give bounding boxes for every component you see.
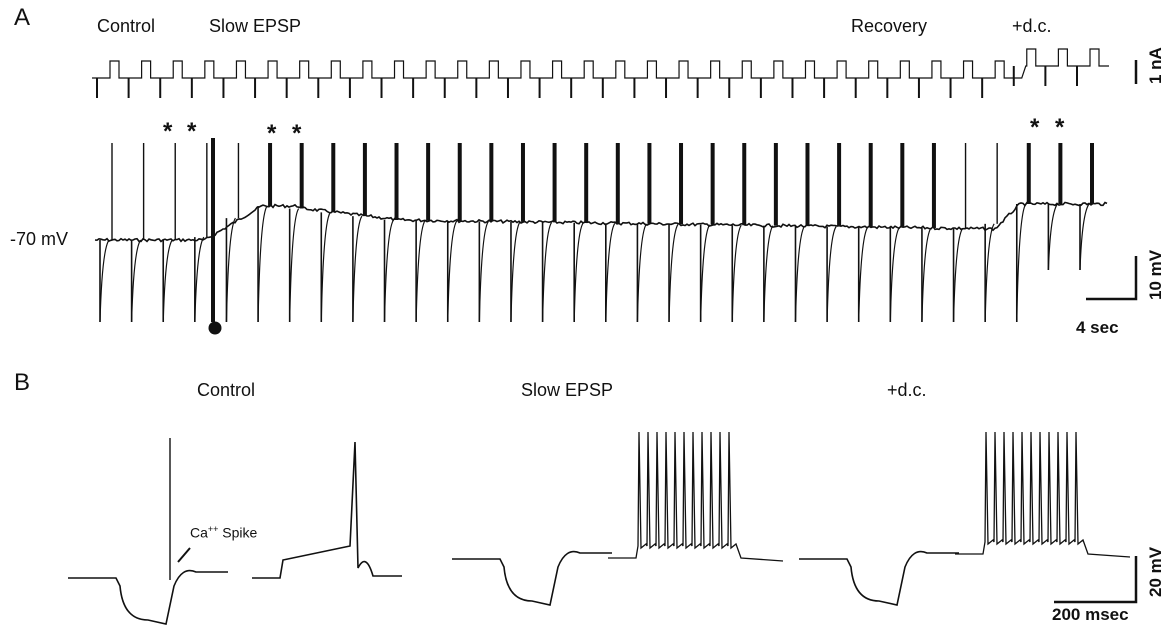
panel-a-slow-epsp-label: Slow EPSP bbox=[209, 16, 302, 36]
rebound-curve bbox=[889, 227, 900, 323]
rebound-curve bbox=[1047, 203, 1058, 271]
voltage-scale-label-b: 20 mV bbox=[1146, 546, 1165, 597]
rebound-curve bbox=[668, 223, 679, 323]
spike-text: Spike bbox=[218, 524, 258, 541]
asterisk-6: * bbox=[1055, 114, 1065, 141]
stimulus-dot bbox=[208, 321, 222, 335]
panel-a-baseline-label: -70 mV bbox=[10, 229, 69, 249]
rebound-curve bbox=[510, 221, 521, 323]
panel-a-label: A bbox=[14, 4, 31, 31]
ca-superscript: ++ bbox=[207, 524, 219, 534]
rebound-curve bbox=[478, 221, 489, 323]
asterisk-4: * bbox=[292, 120, 302, 147]
trace-b-control-hyper bbox=[68, 569, 228, 625]
trace-b-dc-burst bbox=[955, 431, 1131, 558]
scale-bars bbox=[1054, 60, 1138, 604]
asterisk-2: * bbox=[187, 118, 197, 145]
trace-b-slow-hyper bbox=[452, 550, 612, 606]
time-scale-label-b: 200 msec bbox=[1052, 605, 1129, 624]
panel-a-recovery-label: Recovery bbox=[851, 16, 928, 36]
rebound-curve bbox=[162, 239, 173, 323]
annotation-arrow bbox=[177, 547, 191, 563]
asterisk-1: * bbox=[163, 118, 173, 145]
rebound-curve bbox=[636, 223, 647, 323]
panel-a-voltage-trace bbox=[94, 138, 1108, 335]
current-pulse-trace bbox=[92, 48, 1109, 79]
rebound-curve bbox=[225, 217, 236, 323]
membrane-potential-trace bbox=[94, 201, 1108, 243]
asterisk-3: * bbox=[267, 120, 277, 147]
rebound-curve bbox=[257, 205, 268, 323]
rebound-curve bbox=[605, 222, 616, 323]
panel-b-control-label: Control bbox=[197, 380, 256, 400]
trace-b-slow-burst bbox=[608, 431, 784, 562]
panel-b-slow-epsp-label: Slow EPSP bbox=[521, 380, 614, 400]
trace-b-control-depol bbox=[252, 441, 402, 579]
rebound-curve bbox=[794, 225, 806, 323]
rebound-curve bbox=[194, 236, 205, 323]
voltage-time-scale-bar-b bbox=[1054, 556, 1138, 604]
trace-b-dc-hyper bbox=[799, 550, 959, 606]
rebound-curve bbox=[383, 219, 395, 323]
rebound-curve bbox=[858, 226, 869, 323]
rebound-curve bbox=[921, 227, 932, 323]
ca-spike-annotation: Ca++ Spike bbox=[190, 524, 257, 541]
rebound-curve bbox=[320, 212, 331, 323]
panel-a-control-label: Control bbox=[97, 16, 156, 36]
voltage-scale-label-a: 10 mV bbox=[1146, 249, 1165, 300]
rebound-curve bbox=[447, 220, 458, 323]
panel-b-dc-label: +d.c. bbox=[887, 380, 927, 400]
rebound-curve bbox=[984, 223, 995, 323]
rebound-curve bbox=[99, 239, 110, 323]
panel-a-dc-label: +d.c. bbox=[1012, 16, 1052, 36]
rebound-curve bbox=[731, 224, 742, 323]
rebound-curve bbox=[700, 224, 711, 323]
rebound-curve bbox=[541, 222, 553, 323]
rebound-curve bbox=[763, 225, 774, 323]
rebound-curve bbox=[573, 222, 584, 323]
rebound-curve bbox=[1016, 203, 1027, 323]
rebound-curve bbox=[289, 208, 300, 323]
rebound-curve bbox=[131, 239, 142, 323]
rebound-curve bbox=[952, 228, 964, 323]
ca-text: Ca bbox=[190, 524, 208, 541]
time-scale-label-a: 4 sec bbox=[1076, 318, 1119, 337]
voltage-time-scale-bar-a bbox=[1086, 256, 1138, 301]
rebound-curve bbox=[826, 226, 837, 323]
rebound-curve bbox=[1079, 203, 1090, 271]
asterisk-5: * bbox=[1030, 114, 1040, 141]
panel-b-label: B bbox=[14, 369, 31, 396]
rebound-curve bbox=[415, 220, 426, 323]
panel-b-voltage-traces bbox=[68, 431, 1131, 625]
current-scale-label: 1 nA bbox=[1146, 47, 1165, 84]
rebound-curve bbox=[352, 215, 363, 323]
panel-a-current-trace bbox=[92, 48, 1109, 98]
